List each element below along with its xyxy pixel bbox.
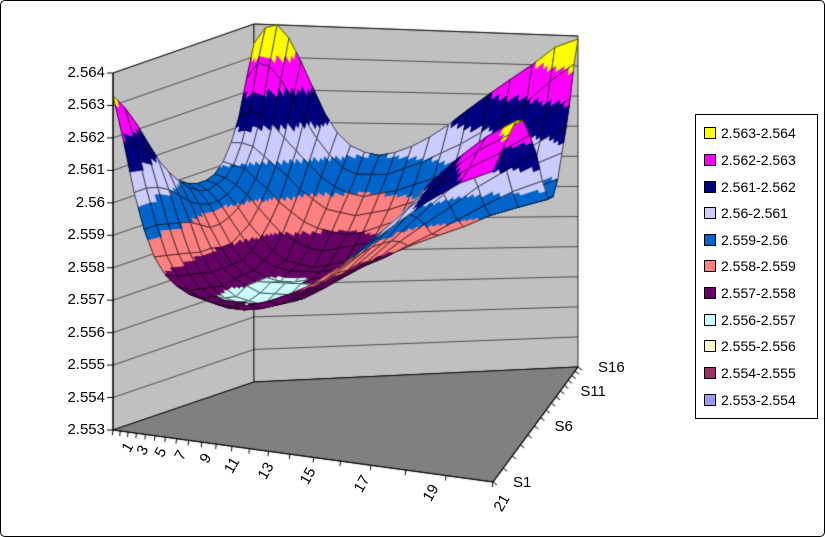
value-axis-label: 2.554 — [67, 388, 105, 406]
legend-swatch — [704, 207, 716, 220]
value-axis-label: 2.562 — [67, 128, 105, 146]
legend-item[interactable]: 2.559-2.56 — [704, 233, 817, 247]
series-axis-label: S16 — [598, 359, 625, 376]
legend-swatch — [704, 180, 716, 193]
legend-label: 2.558-2.559 — [721, 258, 796, 275]
value-axis-label: 2.563 — [67, 96, 105, 114]
legend-item[interactable]: 2.554-2.555 — [704, 366, 817, 380]
legend-label: 2.554-2.555 — [721, 364, 796, 381]
value-axis-label: 2.555 — [67, 356, 105, 374]
legend-item[interactable]: 2.555-2.556 — [704, 339, 817, 353]
legend-item[interactable]: 2.557-2.558 — [704, 286, 817, 300]
legend-label: 2.559-2.56 — [721, 231, 788, 248]
value-axis-label: 2.559 — [67, 226, 105, 244]
legend-label: 2.56-2.561 — [721, 205, 788, 222]
series-axis-label: S6 — [554, 417, 573, 435]
legend-swatch — [704, 127, 716, 140]
legend-swatch — [704, 313, 716, 326]
legend-item[interactable]: 2.556-2.557 — [704, 313, 817, 327]
value-axis-label: 2.56 — [75, 193, 105, 211]
legend-swatch — [704, 366, 716, 379]
legend-item[interactable]: 2.56-2.561 — [704, 206, 817, 220]
value-axis-label: 2.561 — [67, 161, 105, 179]
legend-swatch — [704, 153, 716, 166]
legend-label: 2.563-2.564 — [721, 125, 796, 142]
series-axis-label: S1 — [513, 474, 532, 491]
legend-label: 2.556-2.557 — [721, 311, 796, 328]
legend[interactable]: 2.563-2.564 2.562-2.563 2.561-2.562 2.56-2.… — [695, 114, 818, 419]
legend-label: 2.557-2.558 — [721, 285, 796, 302]
legend-swatch — [704, 287, 716, 300]
value-axis-label: 2.553 — [67, 421, 105, 438]
legend-swatch — [704, 340, 716, 353]
legend-label: 2.561-2.562 — [721, 178, 796, 195]
legend-swatch — [704, 393, 716, 406]
legend-swatch — [704, 260, 716, 273]
value-axis-label: 2.557 — [67, 291, 105, 309]
legend-label: 2.562-2.563 — [721, 151, 796, 168]
value-axis-label: 2.556 — [67, 323, 105, 341]
legend-item[interactable]: 2.553-2.554 — [704, 393, 817, 407]
legend-swatch — [704, 233, 716, 246]
legend-label: 2.553-2.554 — [721, 391, 796, 408]
legend-item[interactable]: 2.562-2.563 — [704, 153, 817, 167]
legend-item[interactable]: 2.563-2.564 — [704, 126, 817, 140]
legend-label: 2.555-2.556 — [721, 338, 796, 355]
legend-item[interactable]: 2.558-2.559 — [704, 259, 817, 273]
series-axis-label: S11 — [580, 382, 606, 400]
value-axis-label: 2.564 — [67, 64, 105, 81]
legend-item[interactable]: 2.561-2.562 — [704, 180, 817, 194]
value-axis-label: 2.558 — [67, 258, 105, 276]
